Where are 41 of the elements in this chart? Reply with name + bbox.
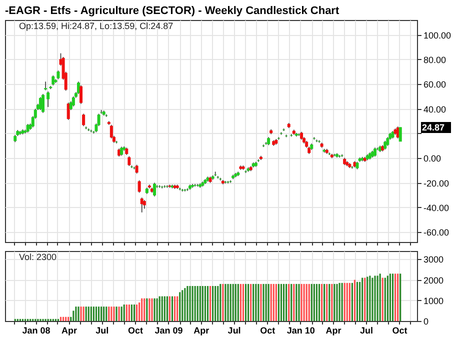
- y-tick-label: 60.00: [424, 80, 446, 90]
- candlestick: [140, 197, 144, 213]
- candlestick: [110, 124, 113, 139]
- candlestick: [138, 180, 141, 194]
- y-tick-label: 80.00: [424, 54, 446, 65]
- candlestick: [72, 96, 75, 107]
- y-tick-label: 1000: [424, 296, 444, 306]
- x-tick-label: Jan 09: [154, 326, 183, 336]
- chart-title: -EAGR - Etfs - Agriculture (SECTOR) - Weekly Candlestick Chart: [5, 5, 340, 17]
- y-tick-label: 3000: [424, 254, 444, 265]
- y-tick-label: 100.00: [424, 30, 452, 40]
- x-tick-label: Jul: [228, 326, 241, 336]
- x-tick-label: Jul: [96, 326, 109, 336]
- y-tick-label: -60.00: [424, 228, 450, 238]
- candlestick: [46, 91, 50, 108]
- candlestick: [398, 127, 402, 142]
- x-tick-label: Oct: [392, 326, 408, 336]
- annotation: Op:13.59, Hi:24.87, Lo:13.59, Cl:24.87: [19, 21, 174, 31]
- y-tick-label: -40.00: [424, 202, 450, 213]
- candlestick: [82, 113, 86, 126]
- x-tick-label: Apr: [61, 326, 78, 336]
- x-tick-label: Oct: [260, 326, 276, 336]
- y-tick-label: 40.00: [424, 104, 446, 114]
- text: 24.87: [422, 122, 445, 132]
- annotation: Vol: 2300: [19, 252, 57, 262]
- candlestick: [44, 81, 48, 91]
- y-tick-label: -20.00: [424, 178, 450, 188]
- y-tick-label: 0.00: [424, 154, 442, 164]
- x-tick-label: Jul: [360, 326, 373, 336]
- x-tick-label: Jan 10: [286, 326, 315, 336]
- x-tick-label: Jan 08: [22, 326, 50, 336]
- candlestick: [42, 94, 45, 114]
- candlestick: [52, 75, 55, 86]
- candlestick: [66, 102, 70, 120]
- x-tick-label: Apr: [194, 326, 210, 336]
- candlestick: [128, 156, 131, 166]
- x-tick-label: Apr: [326, 326, 342, 336]
- candlestick: [80, 84, 83, 104]
- x-tick-label: Oct: [128, 326, 143, 336]
- y-tick-label: 0: [424, 316, 429, 326]
- y-tick-label: 2000: [424, 275, 444, 286]
